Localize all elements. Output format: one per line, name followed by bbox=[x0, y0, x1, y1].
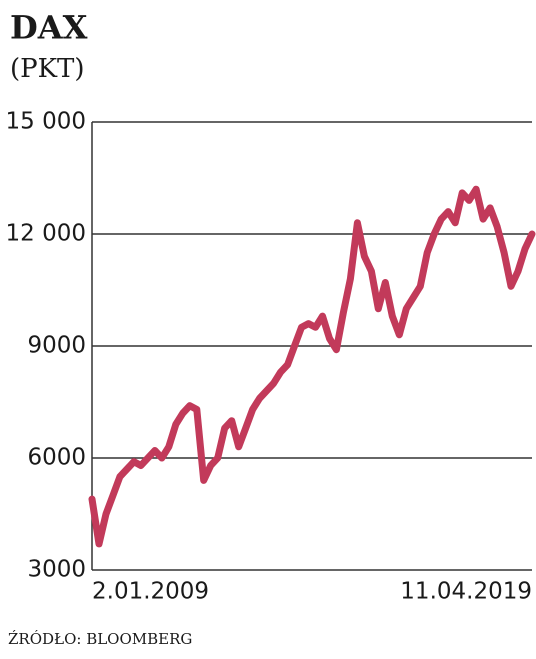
x-tick-label: 11.04.2019 bbox=[400, 579, 532, 605]
chart-title: DAX bbox=[10, 9, 88, 47]
data-line bbox=[88, 185, 536, 548]
y-tick-label: 12 000 bbox=[6, 221, 86, 247]
y-tick-label: 15 000 bbox=[6, 109, 86, 135]
chart-subtitle: (PKT) bbox=[10, 54, 85, 84]
y-tick-label: 3000 bbox=[27, 557, 86, 583]
y-tick-label: 9000 bbox=[27, 333, 86, 359]
x-tick-label: 2.01.2009 bbox=[92, 579, 209, 605]
y-tick-label: 6000 bbox=[27, 445, 86, 471]
source: ŹRÓDŁO: BLOOMBERG bbox=[8, 630, 192, 648]
